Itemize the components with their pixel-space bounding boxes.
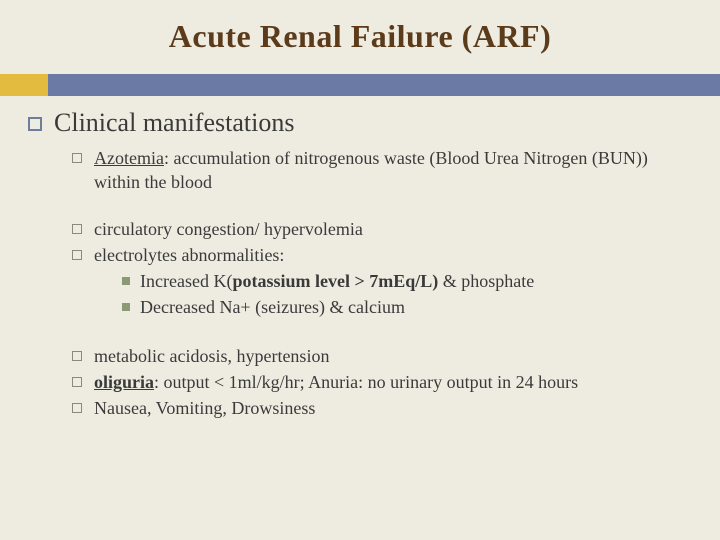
list-item-text: Increased K(potassium level > 7mEq/L) & … <box>140 269 534 293</box>
slide-title: Acute Renal Failure (ARF) <box>36 18 684 55</box>
list-item: electrolytes abnormalities: Increased K(… <box>72 243 692 322</box>
increased-k-post: & phosphate <box>438 271 534 291</box>
accent-bar <box>0 74 720 96</box>
list-item-text: Nausea, Vomiting, Drowsiness <box>94 396 315 420</box>
list-item: Increased K(potassium level > 7mEq/L) & … <box>122 269 534 293</box>
list-item: Nausea, Vomiting, Drowsiness <box>72 396 692 420</box>
list-item: Azotemia: accumulation of nitrogenous wa… <box>72 146 692 195</box>
list-item-text: Decreased Na+ (seizures) & calcium <box>140 295 405 319</box>
list-item: oliguria: output < 1ml/kg/hr; Anuria: no… <box>72 370 692 394</box>
potassium-threshold: potassium level > 7mEq/L) <box>232 271 438 291</box>
heading-text: Clinical manifestations <box>54 108 294 138</box>
slide: Acute Renal Failure (ARF) Clinical manif… <box>0 0 720 540</box>
square-filled-icon <box>122 303 130 311</box>
electrolytes-label: electrolytes abnormalities: <box>94 245 284 265</box>
term-oliguria: oliguria <box>94 372 154 392</box>
list-item-text: electrolytes abnormalities: Increased K(… <box>94 243 534 322</box>
list-item-text: Azotemia: accumulation of nitrogenous wa… <box>94 146 692 195</box>
list-item: Decreased Na+ (seizures) & calcium <box>122 295 534 319</box>
square-outline-icon <box>72 250 82 260</box>
square-outline-icon <box>72 224 82 234</box>
term-azotemia: Azotemia <box>94 148 164 168</box>
spacer <box>72 197 692 217</box>
square-outline-icon <box>72 377 82 387</box>
slide-body: Clinical manifestations Azotemia: accumu… <box>28 108 692 423</box>
list-item: metabolic acidosis, hypertension <box>72 344 692 368</box>
bullet-group: Azotemia: accumulation of nitrogenous wa… <box>72 146 692 421</box>
square-outline-icon <box>72 351 82 361</box>
square-outline-icon <box>72 403 82 413</box>
list-item: circulatory congestion/ hypervolemia <box>72 217 692 241</box>
spacer <box>72 324 692 344</box>
list-item-text: circulatory congestion/ hypervolemia <box>94 217 363 241</box>
square-bullet-icon <box>28 117 42 131</box>
azotemia-desc: : accumulation of nitrogenous waste (Blo… <box>94 148 648 192</box>
increased-k-pre: Increased K( <box>140 271 232 291</box>
list-item-text: oliguria: output < 1ml/kg/hr; Anuria: no… <box>94 370 578 394</box>
square-filled-icon <box>122 277 130 285</box>
list-item-text: metabolic acidosis, hypertension <box>94 344 329 368</box>
oliguria-desc: : output < 1ml/kg/hr; Anuria: no urinary… <box>154 372 578 392</box>
heading-row: Clinical manifestations <box>28 108 692 138</box>
square-outline-icon <box>72 153 82 163</box>
sub-bullet-group: Increased K(potassium level > 7mEq/L) & … <box>122 269 534 320</box>
